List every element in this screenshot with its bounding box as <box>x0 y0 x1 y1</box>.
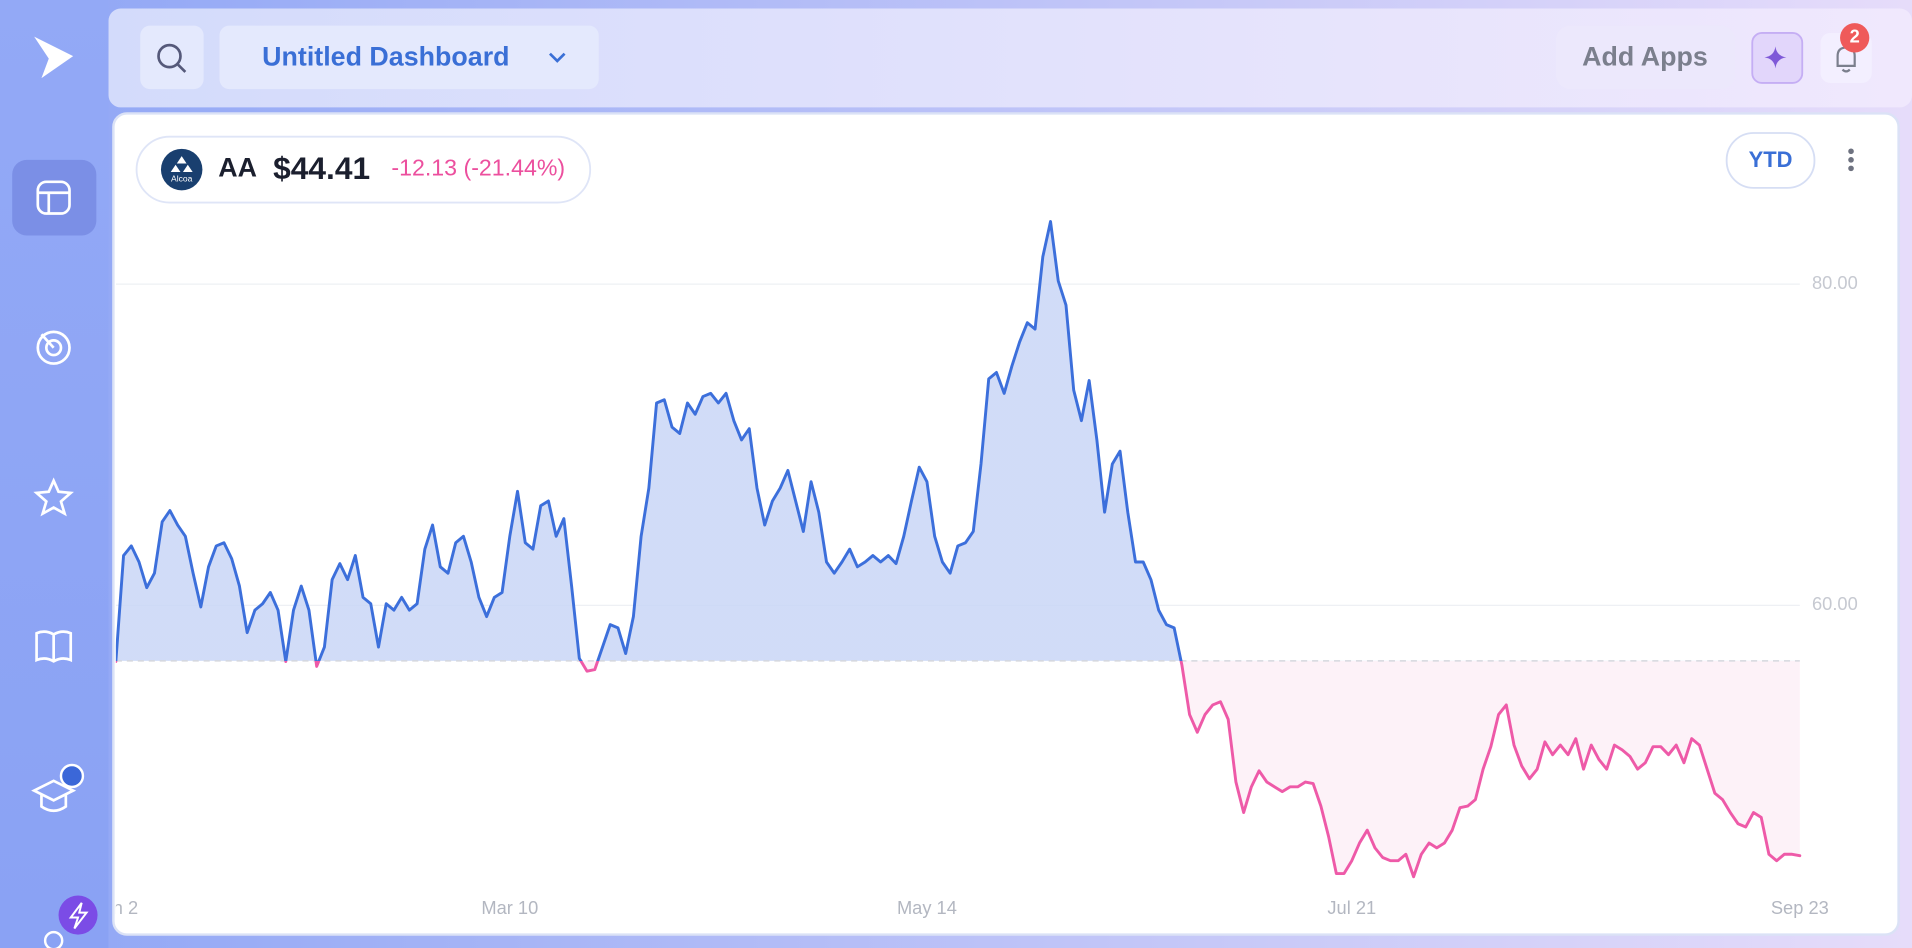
nav-favorites-icon[interactable] <box>33 477 74 517</box>
search-button[interactable] <box>140 25 204 90</box>
nav-badge <box>59 763 85 789</box>
price-line <box>115 220 1802 879</box>
dashboard-title: Untitled Dashboard <box>262 42 509 72</box>
nav-icons <box>31 180 77 813</box>
nav-academy-icon[interactable] <box>31 779 77 813</box>
plot: Jan 2 Mar 10 May 14 Jul 21 Sep 23 <box>93 220 1829 918</box>
y-tick-label: 80.00 <box>1812 272 1858 293</box>
ticker-symbol: AA <box>218 153 257 183</box>
add-apps-label: Add Apps <box>1582 42 1708 72</box>
x-tick-label: Jul 21 <box>1327 897 1376 918</box>
x-tick-label: Mar 10 <box>481 897 538 918</box>
ticker-pill[interactable] <box>135 135 592 204</box>
profile-icon[interactable] <box>43 930 64 948</box>
logo[interactable] <box>34 36 74 79</box>
nav-radar-icon[interactable] <box>36 330 71 365</box>
notification-count: 2 <box>1850 26 1860 47</box>
y-tick-label: 60.00 <box>1812 593 1858 614</box>
upgrade-button[interactable] <box>58 895 98 935</box>
sidebar <box>0 0 109 948</box>
range-button[interactable] <box>1725 132 1816 189</box>
nav-dashboard-icon[interactable] <box>36 180 71 215</box>
notification-badge <box>1840 23 1870 53</box>
nav-learn-icon[interactable] <box>35 630 73 663</box>
ticker-price: $44.41 <box>273 150 370 186</box>
ticker-logo-text: Alcoa <box>171 174 193 184</box>
x-tick-label: Sep 23 <box>1771 897 1829 918</box>
range-label: YTD <box>1749 147 1793 172</box>
menu-button[interactable] <box>1848 148 1854 172</box>
dashboard-dropdown[interactable] <box>219 25 599 90</box>
add-apps-button[interactable] <box>1555 25 1736 90</box>
nav-dashboard-active[interactable] <box>12 159 97 236</box>
ticker-change: -12.13 (-21.44%) <box>391 155 565 181</box>
x-tick-label: May 14 <box>897 897 957 918</box>
ticker-logo <box>160 148 203 191</box>
x-tick-label: Jan 2 <box>93 897 138 918</box>
